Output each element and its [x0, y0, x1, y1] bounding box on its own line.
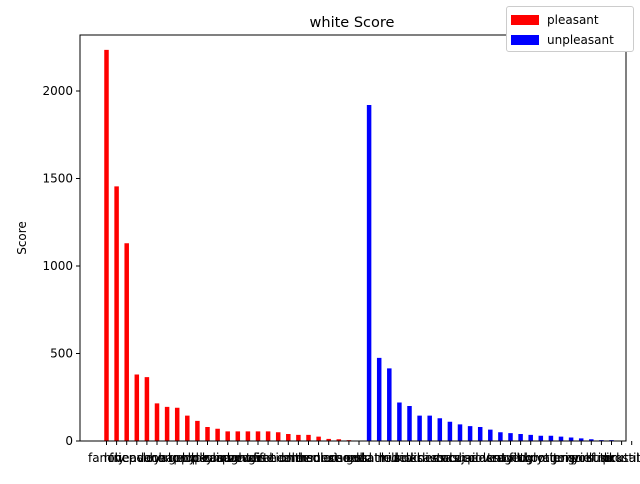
- bar-pleasant-loyal: [155, 403, 160, 441]
- bars-group: [104, 50, 624, 441]
- bar-unpleasant-crash: [448, 422, 453, 441]
- bar-pleasant-love: [114, 186, 119, 441]
- legend: pleasant unpleasant: [506, 6, 634, 52]
- y-tick-label: 1500: [42, 172, 73, 186]
- bar-pleasant-heaven: [135, 375, 140, 442]
- y-tick-label: 500: [50, 347, 73, 361]
- bar-pleasant-laughter: [236, 431, 241, 441]
- legend-swatch-unpleasant: [511, 35, 539, 45]
- bar-unpleasant-hatred: [377, 358, 382, 441]
- bar-unpleasant-kill: [387, 368, 392, 441]
- bar-pleasant-diploma: [205, 427, 210, 441]
- x-axis-ticks: familylovefriendheavenpeaceloyalhonorhap…: [88, 441, 640, 465]
- legend-swatch-pleasant: [511, 15, 539, 25]
- bar-unpleasant-ugly: [528, 435, 533, 441]
- bar-unpleasant-vomit: [539, 436, 544, 441]
- x-tick-label: prostitute: [603, 451, 640, 465]
- bar-pleasant-vacation: [266, 431, 271, 441]
- plot-frame: [80, 35, 626, 441]
- bar-unpleasant-tragedy: [508, 433, 513, 441]
- bar-unpleasant-murder: [397, 403, 402, 442]
- bar-unpleasant-sickness: [417, 416, 422, 441]
- bar-pleasant-paradise: [246, 431, 251, 441]
- bar-pleasant-freedom: [276, 432, 281, 441]
- bar-pleasant-cheer: [296, 435, 301, 441]
- bar-pleasant-gentle: [185, 416, 190, 441]
- y-tick-label: 0: [65, 434, 73, 448]
- legend-label-unpleasant: unpleasant: [547, 33, 614, 47]
- bar-unpleasant-jail: [468, 426, 473, 441]
- bar-unpleasant-filth: [518, 434, 523, 441]
- bar-pleasant-honest: [316, 437, 321, 441]
- bar-unpleasant-prison: [569, 438, 574, 442]
- bar-unpleasant-rotten: [549, 436, 554, 441]
- y-tick-label: 2000: [42, 84, 73, 98]
- y-tick-label: 1000: [42, 259, 73, 273]
- bar-pleasant-health: [286, 434, 291, 441]
- bar-unpleasant-evil: [407, 406, 412, 441]
- bar-pleasant-miracle: [306, 435, 311, 441]
- bar-unpleasant-poverty: [488, 430, 493, 441]
- bar-pleasant-rainbow: [225, 431, 230, 441]
- bar-unpleasant-abuse: [458, 424, 463, 441]
- bar-unpleasant-agony: [559, 437, 564, 441]
- bar-pleasant-gift: [256, 431, 261, 441]
- bar-pleasant-honor: [165, 407, 170, 441]
- bar-unpleasant-accident: [478, 427, 483, 441]
- legend-item-pleasant: pleasant: [507, 10, 599, 30]
- y-axis-ticks: 0 500 1000 1500 2000: [42, 84, 80, 448]
- bar-pleasant-happy: [175, 408, 180, 441]
- bar-pleasant-peace: [145, 377, 150, 441]
- bar-unpleasant-death: [367, 105, 372, 441]
- legend-label-pleasant: pleasant: [547, 13, 599, 27]
- y-axis-label: Score: [15, 221, 29, 255]
- bar-unpleasant-divorce: [438, 418, 443, 441]
- chart-title: white Score: [310, 15, 395, 31]
- bar-pleasant-lucky: [195, 421, 200, 441]
- legend-item-unpleasant: unpleasant: [507, 30, 614, 50]
- bar-unpleasant-assault: [498, 432, 503, 441]
- bar-pleasant-friend: [124, 243, 129, 441]
- bar-unpleasant-disaster: [427, 416, 432, 441]
- bar-pleasant-pleasure: [215, 429, 220, 441]
- bar-pleasant-family: [104, 50, 109, 441]
